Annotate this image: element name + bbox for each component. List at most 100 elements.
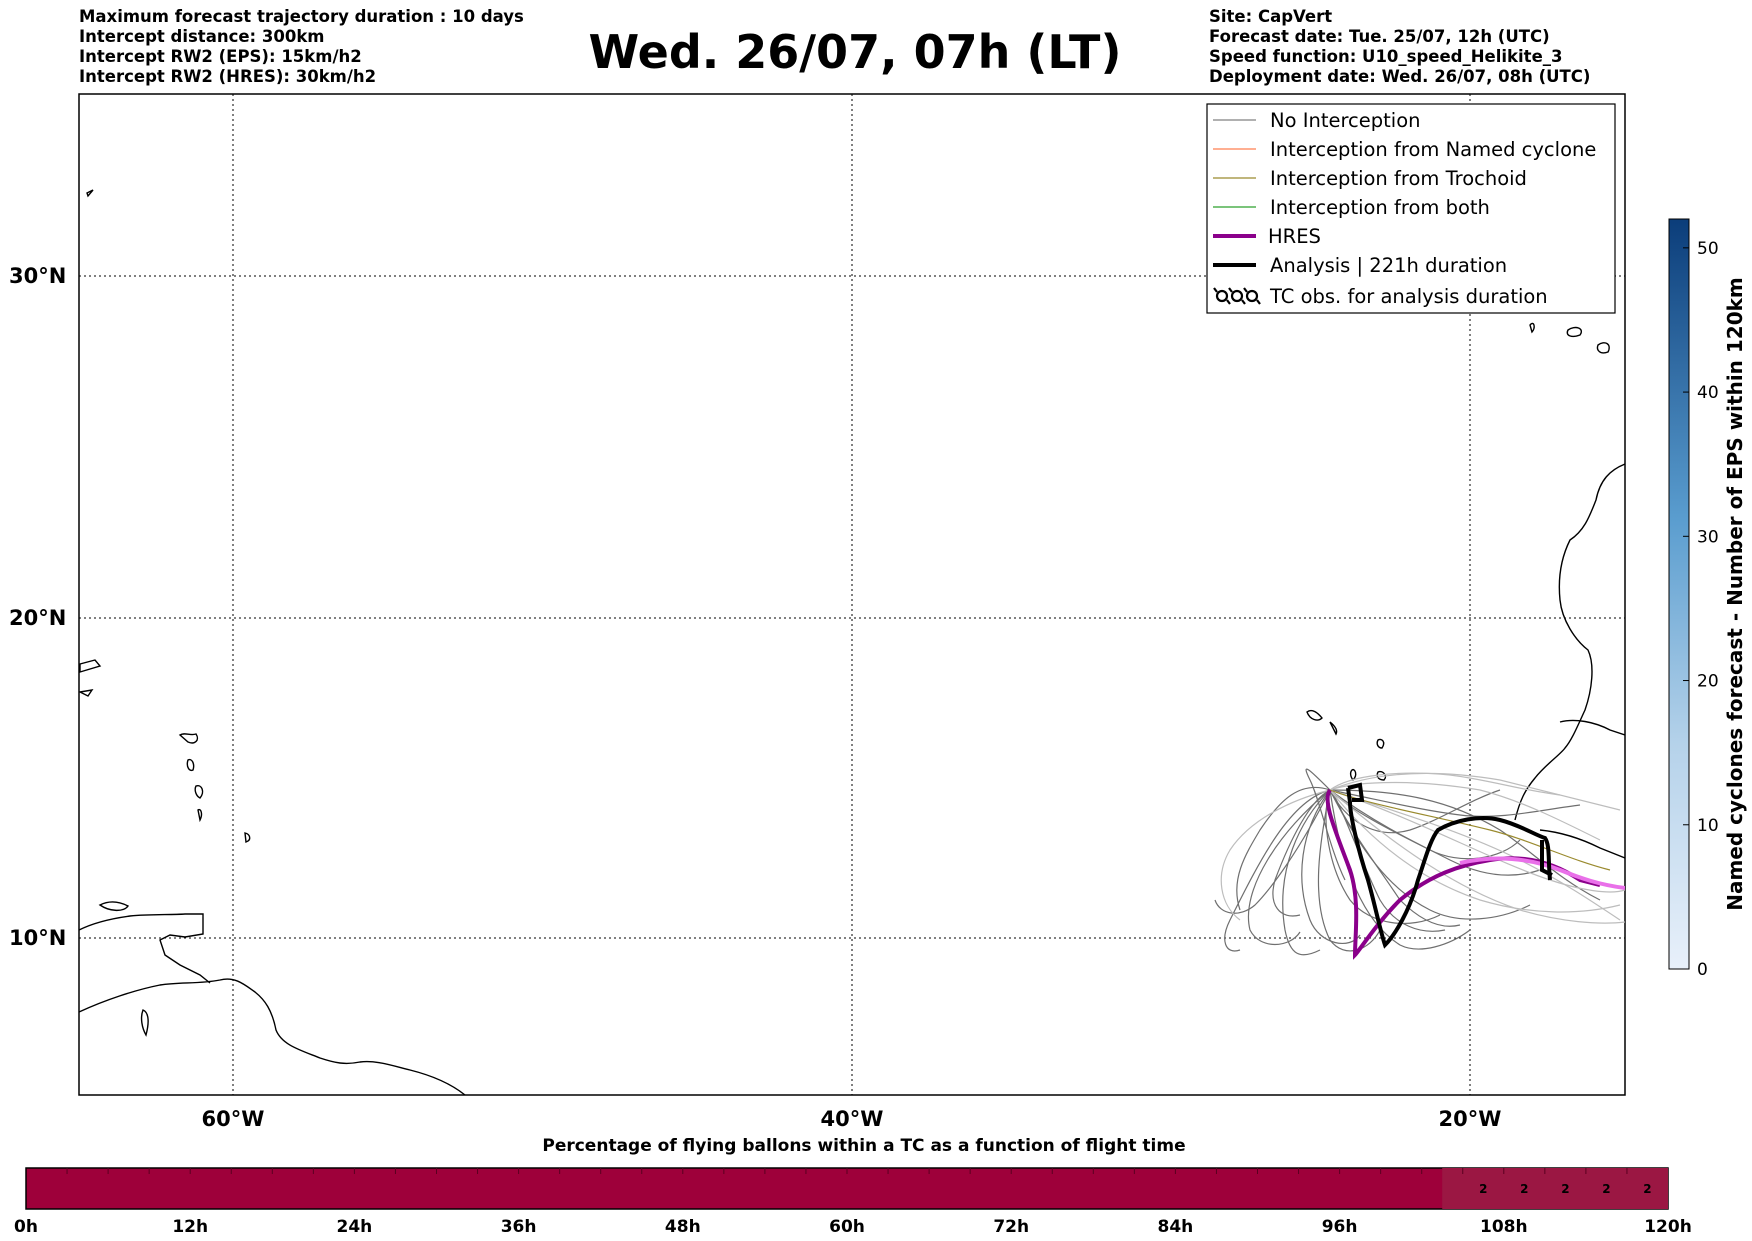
trajectory bbox=[1329, 789, 1621, 921]
percentage-highlight bbox=[1442, 1168, 1668, 1209]
hour-tick-label: 36h bbox=[501, 1217, 537, 1237]
coastline-guinea bbox=[1539, 829, 1625, 859]
trajectory bbox=[1220, 789, 1331, 921]
trajectory bbox=[1325, 789, 1441, 925]
legend-box bbox=[1206, 103, 1616, 314]
island bbox=[178, 733, 199, 744]
trajectory bbox=[1329, 789, 1501, 834]
trajectory bbox=[1329, 772, 1561, 796]
trajectory bbox=[1329, 772, 1621, 811]
trajectory bbox=[1317, 789, 1381, 952]
legend-label-both: Interception from both bbox=[1270, 196, 1490, 219]
colorbar-tick-label: 0 bbox=[1697, 960, 1708, 980]
trajectory bbox=[1305, 768, 1346, 881]
legend-label-tc-obs: TC obs. for analysis duration bbox=[1269, 285, 1548, 308]
colorbar-tick-label: 10 bbox=[1697, 816, 1719, 836]
lon-label-20w: 20°W bbox=[1439, 1107, 1502, 1131]
colorbar-tick-label: 30 bbox=[1697, 527, 1719, 547]
island bbox=[194, 785, 204, 799]
percentage-bar-title: Percentage of flying ballons within a TC… bbox=[542, 1136, 1185, 1156]
legend-label-analysis: Analysis | 221h duration bbox=[1270, 254, 1507, 277]
hour-tick-label: 108h bbox=[1480, 1217, 1528, 1237]
trajectory bbox=[1329, 789, 1541, 876]
colorbar-gradient bbox=[1668, 218, 1690, 970]
header-site: Site: CapVert bbox=[1209, 7, 1333, 26]
percentage-bar-hour-ticks: 0h 12h 24h 36h 48h 60h 72h 84h 96h 108h 120h bbox=[14, 1217, 1692, 1237]
trajectory bbox=[1329, 789, 1446, 932]
island-canary bbox=[1566, 326, 1582, 338]
lon-label-40w: 40°W bbox=[821, 1107, 884, 1131]
trajectory bbox=[1248, 789, 1331, 945]
eps-trajectories bbox=[1214, 768, 1625, 956]
coastline-south-america bbox=[79, 978, 466, 1095]
hour-tick-label: 84h bbox=[1158, 1217, 1194, 1237]
header-speed-function: Speed function: U10_speed_Helikite_3 bbox=[1209, 47, 1563, 66]
hour-tick-label: 48h bbox=[665, 1217, 701, 1237]
colorbar: 0 10 20 30 40 50 Named cyclones forecast - Nu… bbox=[1668, 218, 1747, 980]
percentage-cell-value: 2 bbox=[1520, 1182, 1528, 1196]
percentage-bar-cells: 2 2 2 2 2 bbox=[1442, 1168, 1668, 1209]
hour-tick-label: 96h bbox=[1322, 1217, 1358, 1237]
lat-label-10n: 10°N bbox=[9, 926, 66, 950]
percentage-cell-value: 2 bbox=[1643, 1182, 1651, 1196]
trajectory bbox=[1329, 789, 1621, 913]
hour-tick-label: 0h bbox=[14, 1217, 38, 1237]
percentage-cell-value: 2 bbox=[1479, 1182, 1487, 1196]
trajectory bbox=[1236, 786, 1331, 911]
trajectory bbox=[1329, 789, 1601, 901]
island bbox=[79, 689, 94, 697]
percentage-bar-minor-ticks bbox=[66, 1168, 1628, 1174]
hour-tick-label: 60h bbox=[829, 1217, 865, 1237]
lat-label-20n: 20°N bbox=[9, 606, 66, 630]
island bbox=[79, 659, 102, 673]
map-panel: 30°N 20°N 10°N 60°W 40°W 20°W No Interce… bbox=[9, 93, 1626, 1131]
island-trinidad bbox=[98, 901, 130, 912]
legend-label-no-interception: No Interception bbox=[1270, 109, 1421, 132]
hres-trajectory-late bbox=[1459, 856, 1625, 890]
percentage-cell-value: 2 bbox=[1561, 1182, 1569, 1196]
colorbar-tick-label: 20 bbox=[1697, 672, 1719, 692]
header-forecast-date: Forecast date: Tue. 25/07, 12h (UTC) bbox=[1209, 27, 1550, 46]
legend-label-hres: HRES bbox=[1268, 225, 1321, 248]
coastline-venezuela bbox=[79, 913, 211, 984]
trajectory-trochoid bbox=[1329, 789, 1611, 871]
header-duration: Maximum forecast trajectory duration : 1… bbox=[79, 7, 524, 26]
hour-tick-label: 72h bbox=[993, 1217, 1029, 1237]
island-cape-verde bbox=[1376, 738, 1385, 749]
colorbar-label: Named cyclones forecast - Number of EPS … bbox=[1723, 277, 1747, 911]
coastline-senegal bbox=[1559, 719, 1625, 736]
trajectory bbox=[1282, 789, 1331, 956]
colorbar-tick-label: 50 bbox=[1697, 239, 1719, 259]
percentage-cell-value: 2 bbox=[1602, 1182, 1610, 1196]
island-cape-verde bbox=[1306, 709, 1323, 721]
analysis-trajectory bbox=[1346, 782, 1552, 949]
map-legend: No Interception Interception from Named … bbox=[1206, 103, 1616, 314]
legend-label-named-cyclone: Interception from Named cyclone bbox=[1270, 138, 1596, 161]
cyclone-symbol-icon bbox=[1213, 287, 1261, 305]
page-title: Wed. 26/07, 07h (LT) bbox=[588, 25, 1122, 79]
island bbox=[244, 832, 251, 843]
percentage-bar bbox=[25, 1167, 1669, 1210]
header-deployment-date: Deployment date: Wed. 26/07, 08h (UTC) bbox=[1209, 67, 1591, 86]
island bbox=[186, 758, 195, 772]
trajectory bbox=[1329, 789, 1625, 893]
colorbar-ticks: 0 10 20 30 40 50 bbox=[1683, 239, 1719, 980]
trajectory bbox=[1329, 789, 1581, 817]
header-intercept-eps: Intercept RW2 (EPS): 15km/h2 bbox=[79, 47, 362, 66]
header-left-info: Maximum forecast trajectory duration : 1… bbox=[79, 7, 524, 87]
hour-tick-label: 120h bbox=[1644, 1217, 1692, 1237]
island-cape-verde bbox=[1329, 721, 1338, 736]
coastline-west-africa bbox=[1514, 463, 1625, 821]
trajectory bbox=[1329, 781, 1601, 841]
percentage-bar-panel: Percentage of flying ballons within a TC… bbox=[14, 1136, 1692, 1237]
island-canary bbox=[1596, 342, 1610, 354]
header-intercept-hres: Intercept RW2 (HRES): 30km/h2 bbox=[79, 67, 377, 86]
trajectory bbox=[1301, 789, 1361, 944]
legend-label-trochoid: Interception from Trochoid bbox=[1270, 167, 1527, 190]
header-intercept-distance: Intercept distance: 300km bbox=[79, 27, 325, 46]
hour-tick-label: 12h bbox=[172, 1217, 208, 1237]
lon-label-60w: 60°W bbox=[202, 1107, 265, 1131]
trajectory bbox=[1224, 789, 1331, 952]
header-right-info: Site: CapVert Forecast date: Tue. 25/07,… bbox=[1209, 7, 1590, 87]
